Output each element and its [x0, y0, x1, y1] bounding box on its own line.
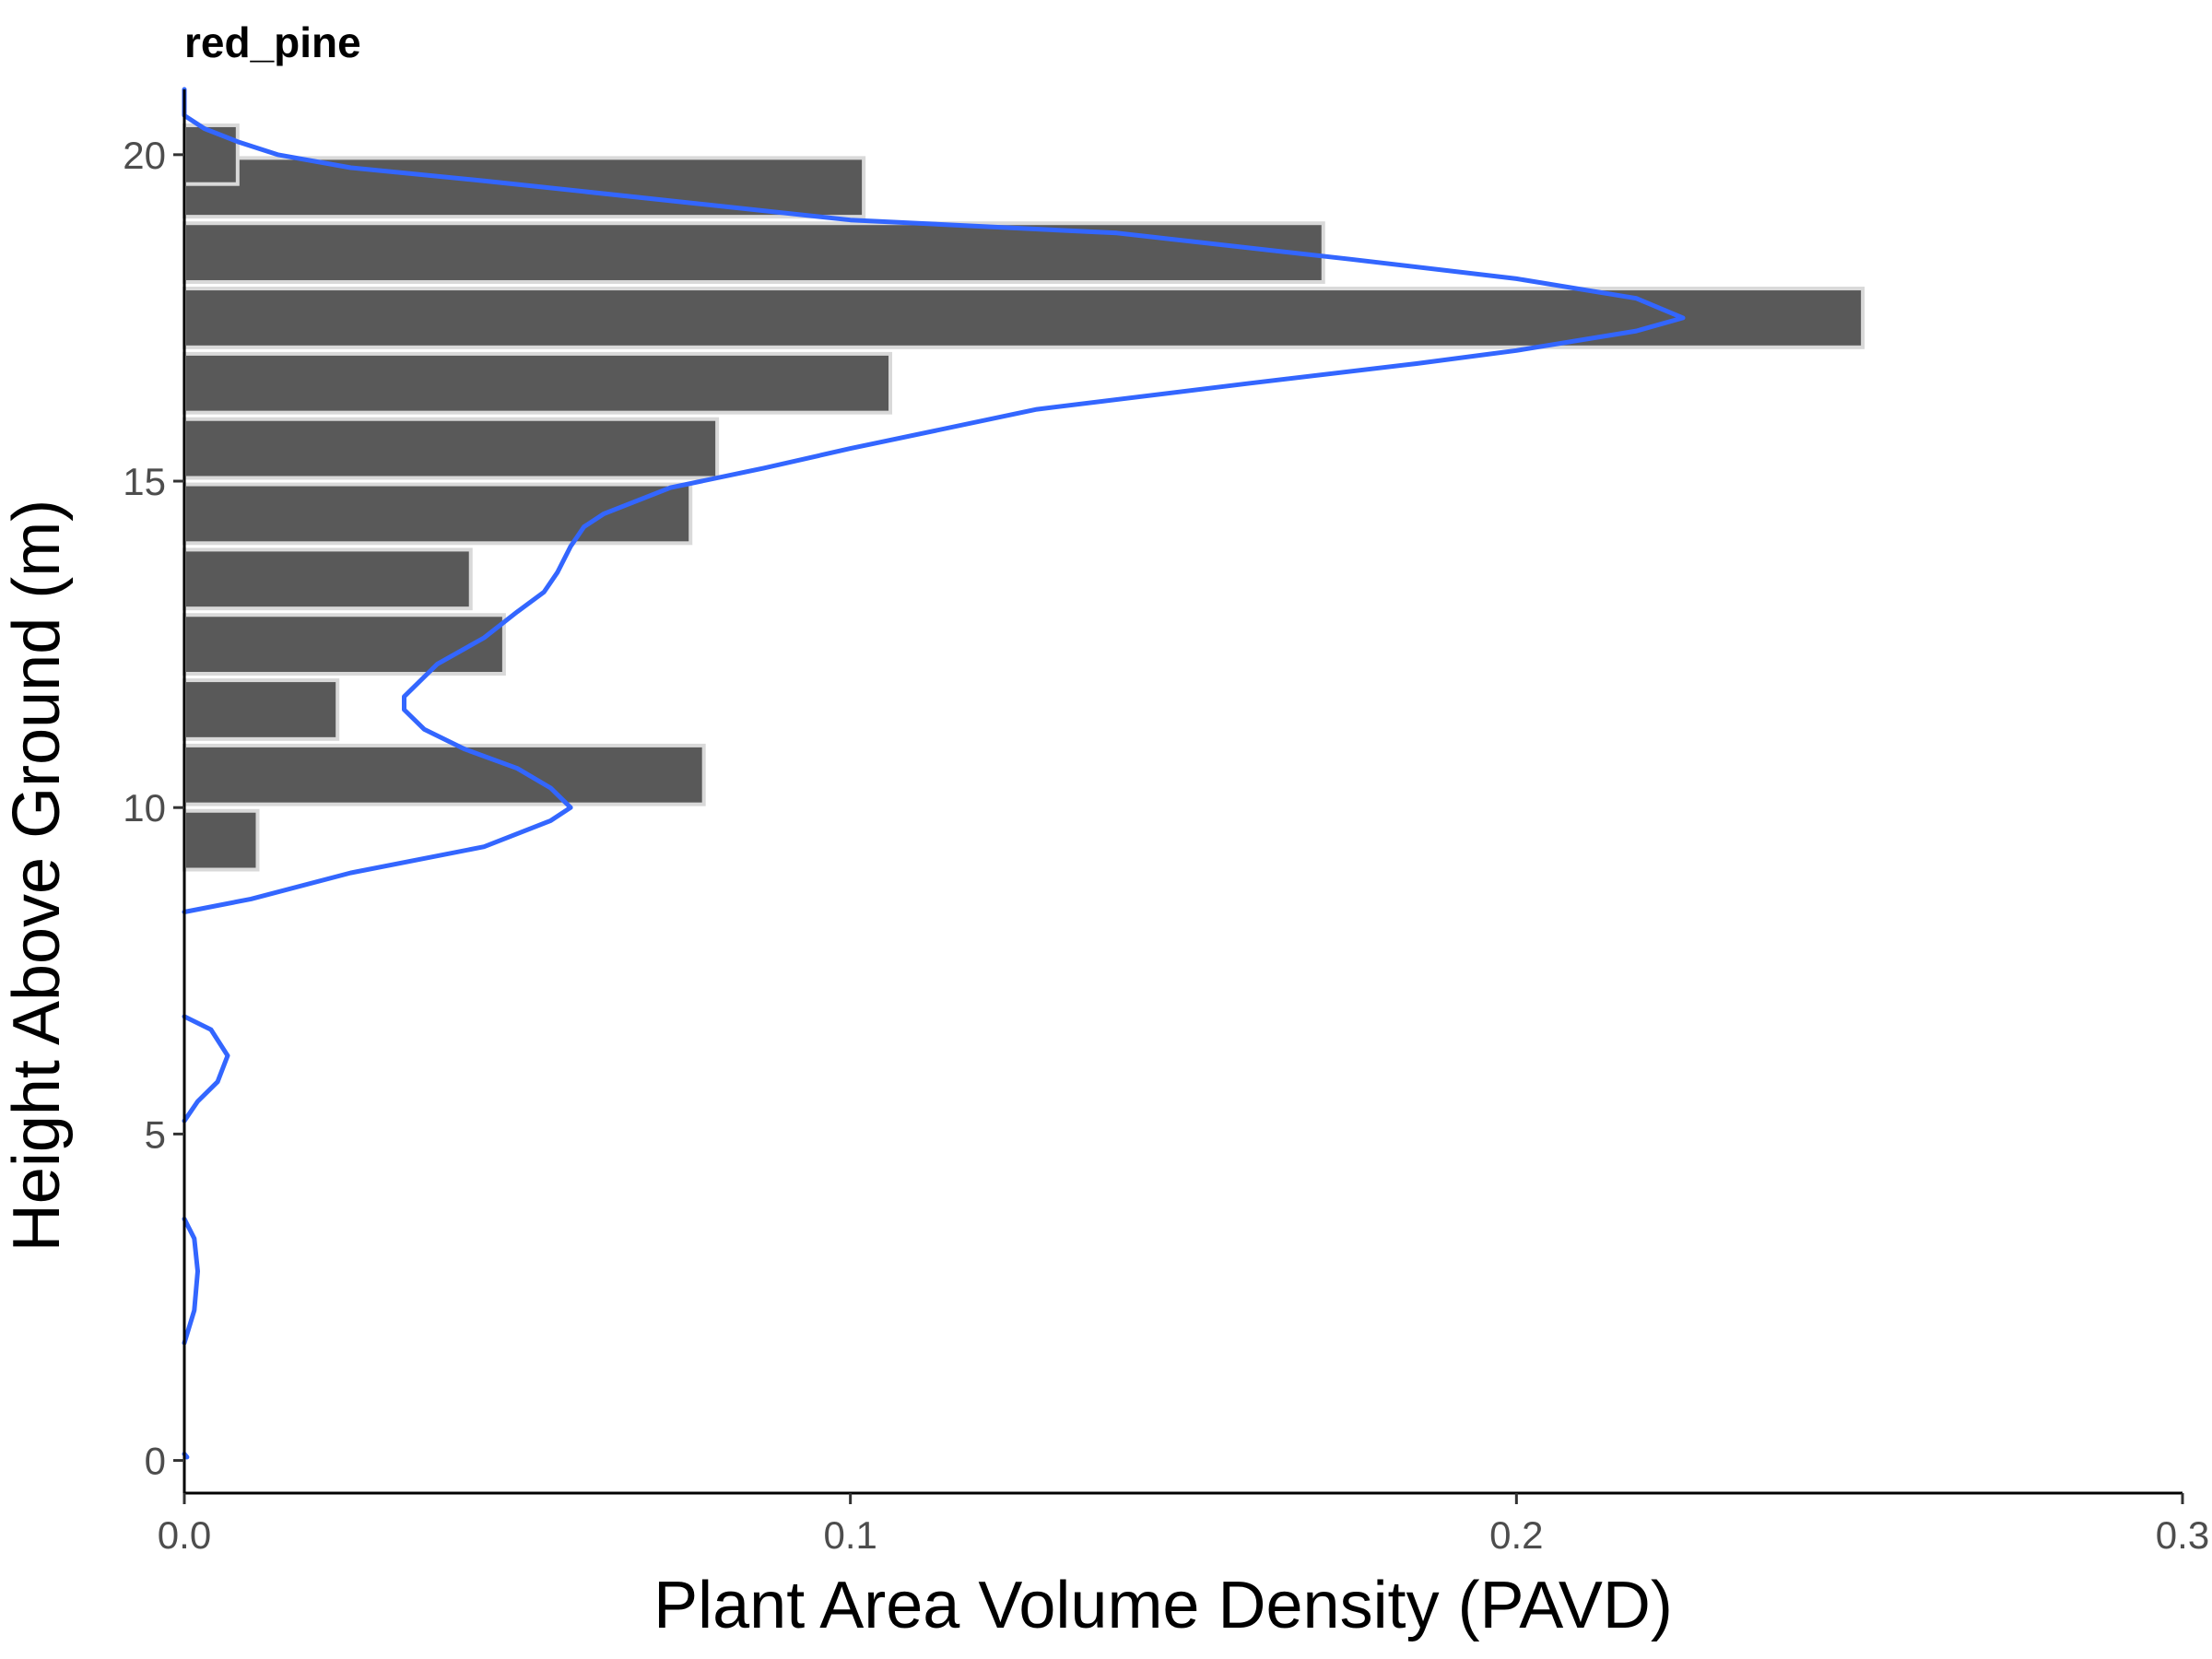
- bar: [182, 351, 893, 415]
- x-tick-label: 0.3: [2156, 1513, 2209, 1557]
- bar: [182, 123, 240, 186]
- x-axis-title: Plant Area Volume Density (PAVD): [653, 1569, 1673, 1642]
- y-tick-label: 0: [145, 1440, 166, 1483]
- density-line: [182, 87, 1686, 914]
- density-line-layer: [182, 87, 1686, 1460]
- density-line: [182, 1014, 230, 1124]
- bar: [182, 417, 720, 480]
- x-tick-label: 0.0: [158, 1513, 211, 1557]
- bar: [182, 287, 1865, 349]
- density-line: [182, 1217, 200, 1346]
- panel-title: red_pine: [184, 18, 361, 66]
- bar: [182, 743, 706, 806]
- bar: [182, 808, 260, 872]
- bar: [182, 482, 693, 546]
- y-tick-label: 10: [123, 786, 166, 830]
- bars-layer: [182, 123, 1865, 872]
- x-tick-label: 0.2: [1489, 1513, 1543, 1557]
- axes-layer: 0.0 0.1 0.2 0.3 0 5 10 15 20: [123, 89, 2209, 1557]
- bar: [182, 221, 1325, 284]
- bar: [182, 613, 506, 676]
- x-tick-label: 0.1: [823, 1513, 877, 1557]
- y-tick-label: 5: [145, 1112, 166, 1156]
- bar: [182, 678, 340, 741]
- y-tick-label: 20: [123, 134, 166, 177]
- bar: [182, 547, 473, 611]
- y-axis-title: Height Above Ground (m): [0, 500, 74, 1252]
- y-tick-label: 15: [123, 460, 166, 503]
